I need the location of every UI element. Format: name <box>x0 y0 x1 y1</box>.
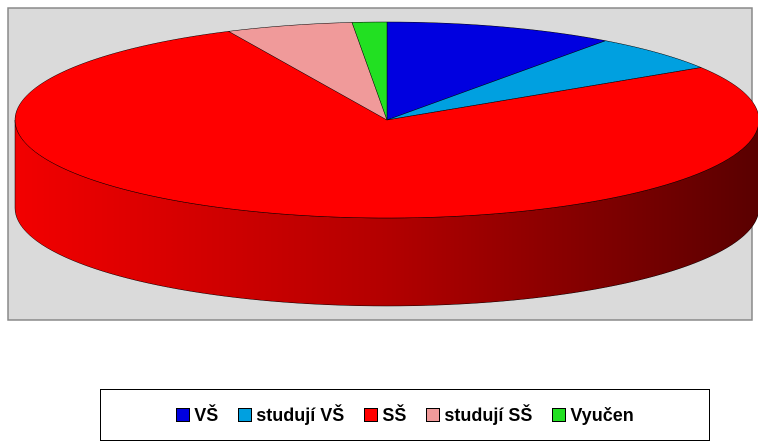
legend-label: SŠ <box>382 404 407 425</box>
legend-item: VŠ <box>176 405 218 426</box>
pie-slice <box>14 31 758 219</box>
legend-label: studují SŠ <box>444 404 533 425</box>
legend-item: SŠ <box>364 405 406 426</box>
legend-item: Vyučen <box>552 404 634 426</box>
legend-label: Vyučen <box>570 404 634 425</box>
legend-item: studují SŠ <box>426 405 532 426</box>
pie-slice <box>386 40 703 121</box>
pie-slice <box>386 21 607 121</box>
legend-swatch <box>364 408 379 422</box>
legend-label: studují VŠ <box>256 404 345 425</box>
pie-slice <box>351 21 388 121</box>
pie-side-shade <box>15 120 758 306</box>
legend-swatch <box>426 408 441 422</box>
legend: VŠ studují VŠ SŠ studují SŠ Vyučen <box>100 389 710 441</box>
legend-label: VŠ <box>194 404 219 425</box>
legend-item: studují VŠ <box>238 405 344 426</box>
pie <box>14 21 758 307</box>
legend-swatch <box>552 408 567 422</box>
pie-slice <box>227 22 388 121</box>
legend-swatch <box>238 408 253 422</box>
legend-swatch <box>176 408 191 422</box>
